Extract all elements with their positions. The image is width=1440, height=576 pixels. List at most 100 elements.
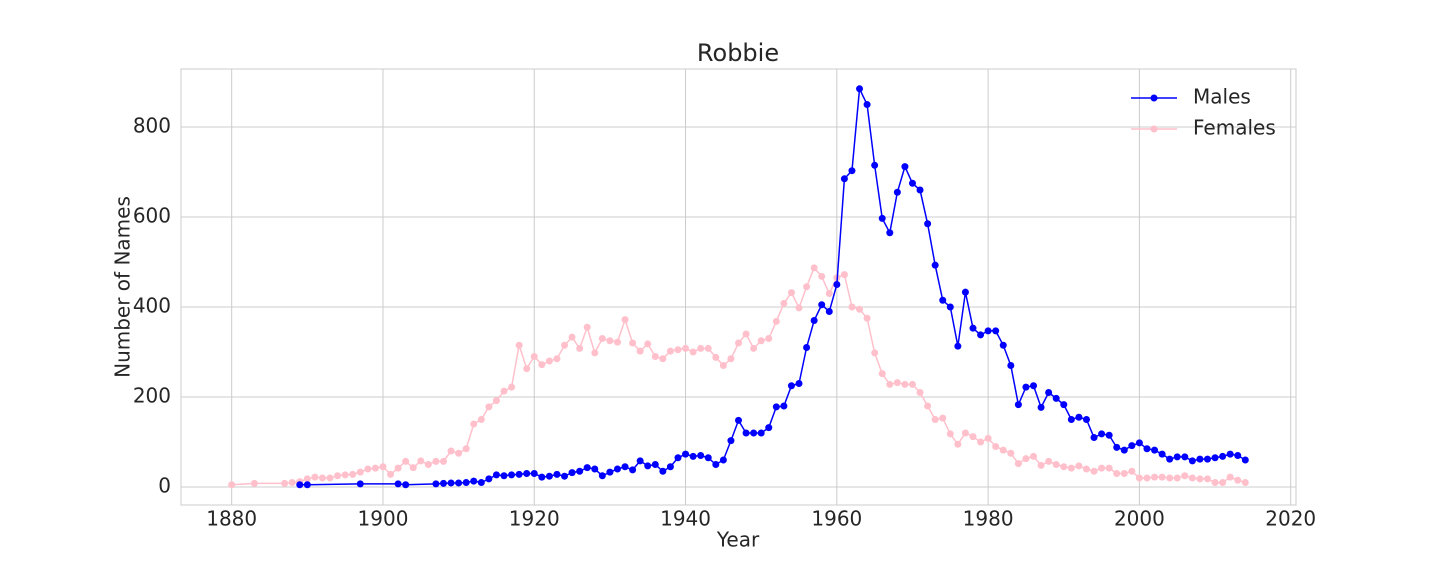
data-point bbox=[1234, 452, 1242, 460]
x-tick-label: 1960 bbox=[811, 507, 862, 531]
chart-title: Robbie bbox=[697, 39, 779, 67]
data-point bbox=[977, 331, 985, 339]
data-point bbox=[712, 353, 720, 361]
data-point bbox=[886, 229, 894, 237]
x-tick-label: 2000 bbox=[1114, 507, 1165, 531]
data-point bbox=[954, 342, 962, 350]
data-point bbox=[553, 355, 561, 363]
legend-label: Females bbox=[1193, 116, 1276, 140]
data-point bbox=[1166, 455, 1174, 463]
data-point bbox=[1075, 462, 1083, 470]
data-point bbox=[697, 452, 705, 460]
data-point bbox=[1196, 455, 1204, 463]
data-point bbox=[1181, 472, 1189, 480]
data-point bbox=[924, 220, 932, 228]
data-point bbox=[1022, 383, 1030, 391]
data-point bbox=[424, 461, 432, 469]
data-point bbox=[1219, 479, 1227, 487]
data-point bbox=[281, 479, 289, 487]
data-point bbox=[689, 348, 697, 356]
data-point bbox=[530, 353, 538, 361]
data-point bbox=[296, 481, 304, 489]
x-tick-label: 1940 bbox=[660, 507, 711, 531]
data-point bbox=[946, 303, 954, 311]
data-point bbox=[311, 473, 319, 481]
data-point bbox=[712, 461, 720, 469]
data-point bbox=[402, 481, 410, 489]
data-point bbox=[508, 471, 516, 479]
data-point bbox=[977, 438, 985, 446]
data-point bbox=[757, 429, 765, 437]
data-point bbox=[863, 314, 871, 322]
data-point bbox=[455, 449, 463, 457]
data-point bbox=[651, 461, 659, 469]
data-point bbox=[1120, 446, 1128, 454]
x-axis-label: Year bbox=[716, 528, 760, 552]
data-point bbox=[1188, 474, 1196, 482]
data-point bbox=[825, 290, 833, 298]
data-point bbox=[727, 355, 735, 363]
data-point bbox=[1188, 457, 1196, 465]
data-point bbox=[500, 472, 508, 480]
plot-frame bbox=[180, 68, 1297, 506]
data-point bbox=[356, 468, 364, 476]
data-point bbox=[1052, 394, 1060, 402]
data-point bbox=[810, 317, 818, 325]
data-point bbox=[409, 464, 417, 472]
data-point bbox=[432, 480, 440, 488]
data-point bbox=[931, 416, 939, 424]
data-point bbox=[856, 85, 864, 93]
series-line bbox=[231, 266, 1246, 486]
data-point bbox=[1241, 479, 1249, 487]
data-point bbox=[477, 416, 485, 424]
data-point bbox=[303, 481, 311, 489]
data-point bbox=[629, 466, 637, 474]
data-point bbox=[1007, 362, 1015, 370]
data-point bbox=[719, 456, 727, 464]
data-point bbox=[961, 429, 969, 437]
data-point bbox=[1113, 470, 1121, 478]
data-point bbox=[485, 403, 493, 411]
data-point bbox=[840, 175, 848, 183]
data-point bbox=[666, 463, 674, 471]
data-point bbox=[1014, 460, 1022, 468]
data-point bbox=[598, 472, 606, 480]
data-point bbox=[402, 457, 410, 465]
data-point bbox=[530, 470, 538, 478]
data-point bbox=[636, 457, 644, 465]
data-point bbox=[1181, 453, 1189, 461]
data-point bbox=[228, 481, 236, 489]
data-point bbox=[492, 471, 500, 479]
data-point bbox=[553, 470, 561, 478]
y-tick-label: 600 bbox=[133, 204, 171, 228]
data-point bbox=[901, 163, 909, 171]
data-point bbox=[485, 475, 493, 483]
data-point bbox=[598, 335, 606, 343]
data-point bbox=[931, 261, 939, 269]
data-point bbox=[1022, 455, 1030, 463]
data-point bbox=[1151, 446, 1159, 454]
legend-marker bbox=[1150, 94, 1158, 102]
data-point bbox=[576, 344, 584, 352]
data-point bbox=[1098, 464, 1106, 472]
data-point bbox=[818, 301, 826, 309]
data-point bbox=[984, 434, 992, 442]
data-point bbox=[886, 380, 894, 388]
legend-label: Males bbox=[1193, 85, 1251, 109]
data-point bbox=[1120, 470, 1128, 478]
data-point bbox=[1143, 474, 1151, 482]
data-point bbox=[523, 365, 531, 373]
data-point bbox=[666, 347, 674, 355]
data-point bbox=[1203, 475, 1211, 483]
data-point bbox=[939, 296, 947, 304]
data-point bbox=[704, 344, 712, 352]
data-point bbox=[1060, 401, 1068, 409]
data-point bbox=[341, 471, 349, 479]
x-tick-label: 1900 bbox=[358, 507, 409, 531]
data-point bbox=[326, 474, 334, 482]
data-point bbox=[893, 188, 901, 196]
data-point bbox=[1128, 442, 1136, 450]
data-point bbox=[674, 454, 682, 462]
